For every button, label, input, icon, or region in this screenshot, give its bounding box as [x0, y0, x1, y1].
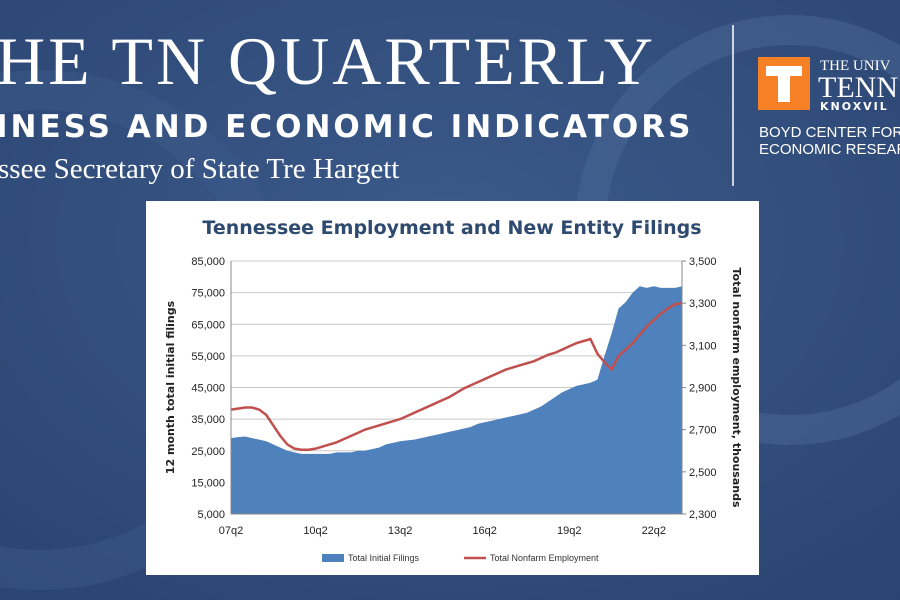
logo-text: THE UNIV — [820, 58, 891, 74]
y-tick-label: 85,000 — [191, 256, 225, 268]
y-tick-label: 65,000 — [191, 319, 225, 331]
logo-text: BOYD CENTER FOR — [759, 124, 900, 141]
chart-title: Tennessee Employment and New Entity Fili… — [202, 217, 701, 239]
x-tick-label: 13q2 — [388, 525, 412, 537]
logo-text: ECONOMIC RESEAR — [759, 141, 900, 158]
y2-tick-label: 3,300 — [689, 298, 717, 310]
header-byline: ssee Secretary of State Tre Hargett — [0, 153, 399, 185]
y2-tick-label: 3,100 — [689, 340, 717, 352]
header-subtitle: INESS AND ECONOMIC INDICATORS — [0, 109, 693, 145]
y-tick-label: 35,000 — [191, 414, 225, 426]
y-axis-label: 12 month total initial filings — [164, 300, 177, 474]
legend-swatch — [322, 554, 344, 562]
x-tick-label: 22q2 — [642, 525, 666, 537]
legend-label: Total Initial Filings — [348, 553, 420, 563]
y2-tick-label: 2,500 — [689, 467, 717, 479]
chart: 5,000 15,000 25,000 35,000 45,000 55,000 65,00… — [164, 256, 743, 563]
line — [230, 301, 683, 451]
logo-text: TENN — [818, 71, 898, 104]
y-tick-label: 75,000 — [191, 288, 225, 300]
legend-label: Total Nonfarm Employment — [490, 553, 599, 563]
y2-tick-label: 2,300 — [689, 509, 717, 521]
header-title: HE TN QUARTERLY — [0, 23, 656, 99]
x-tick-label: 19q2 — [557, 525, 581, 537]
y2-tick-label: 2,700 — [689, 425, 717, 437]
logo-text: KNOXVIL — [820, 100, 889, 113]
y-tick-label: 5,000 — [197, 509, 225, 521]
y-tick-label: 15,000 — [191, 477, 225, 489]
x-tick-label: 10q2 — [303, 525, 327, 537]
y2-axis-label: Total nonfarm employment, thousands — [730, 267, 743, 507]
x-tick-label: 16q2 — [472, 525, 496, 537]
y2-tick-label: 2,900 — [689, 383, 717, 395]
axis-frame — [230, 261, 683, 515]
y-tick-label: 55,000 — [191, 351, 225, 363]
y2-tick-label: 3,500 — [689, 256, 717, 268]
x-tick-label: 07q2 — [219, 525, 243, 537]
y-tick-label: 45,000 — [191, 383, 225, 395]
logo-t — [766, 66, 802, 102]
y-tick-label: 25,000 — [191, 446, 225, 458]
area — [231, 286, 682, 514]
